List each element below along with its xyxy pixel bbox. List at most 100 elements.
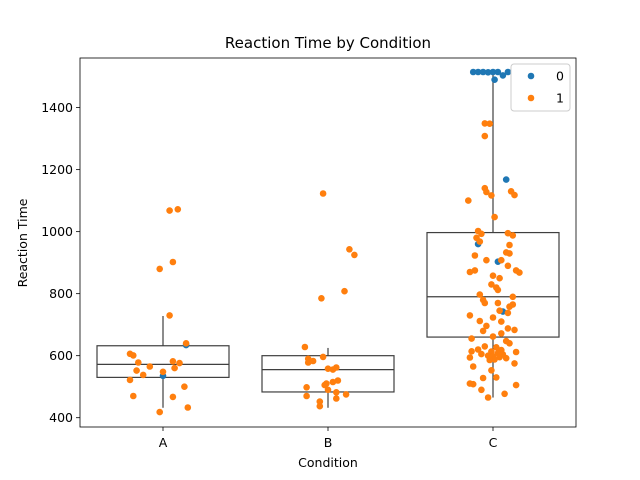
- y-axis-title: Reaction Time: [15, 198, 30, 287]
- data-point: [496, 274, 503, 282]
- data-point: [489, 272, 497, 280]
- data-point: [476, 238, 484, 245]
- data-point: [498, 256, 505, 264]
- data-point: [512, 348, 520, 356]
- y-tick-label: 600: [49, 348, 73, 363]
- data-point: [466, 268, 474, 276]
- data-point: [502, 354, 510, 362]
- data-point: [171, 364, 178, 372]
- data-point: [156, 408, 163, 416]
- data-point: [479, 68, 487, 76]
- data-point: [499, 72, 507, 79]
- data-point: [509, 232, 517, 239]
- data-point: [169, 358, 177, 365]
- y-tick-label: 1400: [41, 100, 73, 115]
- data-point: [479, 374, 487, 382]
- data-point: [304, 359, 312, 366]
- data-point: [324, 386, 332, 394]
- data-point: [491, 213, 498, 221]
- data-point: [489, 333, 497, 340]
- x-axis-title: Condition: [298, 455, 358, 470]
- data-point: [474, 68, 482, 76]
- data-point: [516, 269, 523, 276]
- data-point: [468, 348, 475, 355]
- x-axis: A B C: [159, 427, 498, 450]
- chart-title: Reaction Time by Condition: [225, 34, 431, 52]
- data-point: [471, 252, 479, 259]
- data-point: [139, 371, 147, 379]
- data-point: [479, 327, 487, 335]
- data-point: [465, 197, 472, 204]
- data-point: [303, 392, 310, 400]
- data-point: [494, 68, 502, 76]
- data-point: [334, 377, 342, 384]
- data-point: [181, 383, 188, 391]
- data-point: [182, 340, 190, 347]
- data-point: [493, 374, 500, 381]
- data-point: [478, 350, 485, 358]
- legend-label: 1: [556, 91, 564, 106]
- data-point: [478, 230, 485, 238]
- data-point: [130, 392, 137, 400]
- data-point: [476, 317, 484, 325]
- data-point: [466, 312, 474, 319]
- data-point: [481, 120, 489, 127]
- data-point: [466, 354, 474, 361]
- y-tick-label: 1000: [41, 224, 73, 239]
- data-point: [133, 367, 140, 374]
- data-point: [506, 241, 513, 249]
- data-point: [321, 381, 329, 389]
- data-point: [501, 390, 508, 398]
- data-point: [504, 325, 512, 332]
- data-point: [319, 353, 327, 361]
- data-point: [489, 314, 497, 321]
- data-point: [468, 335, 475, 342]
- y-axis: 400 600 800 1000 1200 1400: [41, 100, 80, 425]
- y-tick-label: 800: [49, 286, 73, 301]
- data-point: [319, 190, 327, 197]
- data-point: [483, 188, 490, 196]
- data-point: [481, 132, 489, 140]
- strip-points-layer: [126, 68, 523, 416]
- data-point: [511, 360, 518, 367]
- data-point: [342, 391, 350, 398]
- data-point: [469, 363, 477, 370]
- data-point: [351, 251, 358, 259]
- data-point: [176, 359, 183, 367]
- data-point: [166, 207, 173, 214]
- data-point: [469, 380, 477, 388]
- data-point: [498, 330, 505, 337]
- x-tick-label: B: [324, 435, 333, 450]
- data-point: [483, 256, 490, 264]
- data-point: [159, 368, 167, 376]
- data-point: [511, 191, 518, 199]
- data-point: [489, 68, 497, 76]
- data-point: [498, 318, 505, 325]
- data-point: [324, 365, 332, 373]
- x-tick-label: A: [159, 435, 168, 450]
- data-point: [169, 258, 177, 266]
- data-point: [329, 378, 337, 386]
- legend-marker: [527, 72, 535, 80]
- data-point: [491, 356, 498, 363]
- data-point: [512, 381, 520, 389]
- data-point: [511, 326, 518, 334]
- data-point: [316, 398, 324, 405]
- data-point: [126, 376, 134, 384]
- data-point: [504, 309, 512, 317]
- data-point: [169, 393, 177, 401]
- data-point: [469, 68, 477, 76]
- data-point: [341, 287, 348, 295]
- data-point: [471, 267, 479, 274]
- data-point: [504, 262, 512, 270]
- data-point: [493, 344, 500, 351]
- data-point: [481, 343, 489, 350]
- data-point: [484, 69, 492, 76]
- series-1: [126, 120, 523, 416]
- series-0: [159, 68, 512, 380]
- data-point: [506, 250, 513, 257]
- data-point: [496, 353, 503, 361]
- data-point: [488, 367, 495, 374]
- data-point: [174, 206, 182, 213]
